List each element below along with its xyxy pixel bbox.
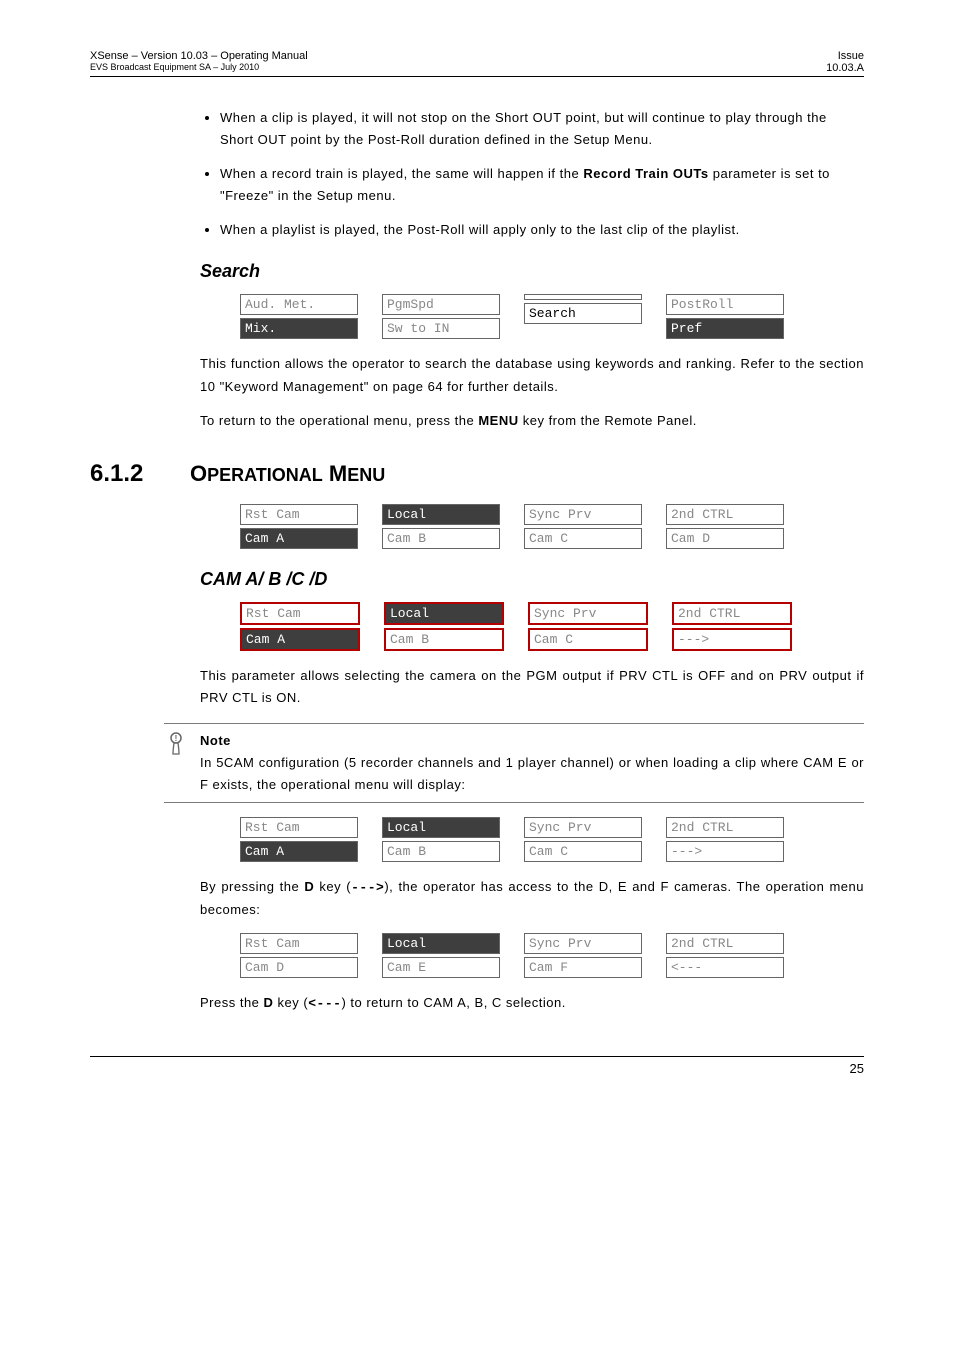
bullet-item: When a clip is played, it will not stop … [220, 107, 864, 151]
page-number: 25 [90, 1056, 864, 1076]
menu-cell: Cam B [382, 841, 500, 862]
menu-cell: Rst Cam [240, 602, 360, 625]
header-version: 10.03.A [826, 62, 864, 74]
menu-cell: Cam C [528, 628, 648, 651]
menu-cell: Rst Cam [240, 817, 358, 838]
menu-cell: Sw to IN [382, 318, 500, 339]
note-box: ! Note In 5CAM configuration (5 recorder… [164, 723, 864, 803]
header-title: XSense – Version 10.03 – Operating Manua… [90, 50, 308, 62]
section-title: OPERATIONAL MENU [190, 461, 385, 487]
menu-cell: ---> [666, 841, 784, 862]
menu-cell: Sync Prv [524, 504, 642, 525]
menu-cell: 2nd CTRL [666, 504, 784, 525]
section-heading: 6.1.2 OPERATIONAL MENU [90, 460, 864, 488]
menu-cell: 2nd CTRL [672, 602, 792, 625]
menu-cell: Sync Prv [528, 602, 648, 625]
cam-menu-grid: Rst Cam Cam A Local Cam B Sync Prv Cam C… [240, 602, 864, 651]
menu-cell: Cam A [240, 841, 358, 862]
menu-cell: Local [384, 602, 504, 625]
menu-grid-4: Rst Cam Cam D Local Cam E Sync Prv Cam F… [240, 933, 864, 978]
menu-cell: Cam D [666, 528, 784, 549]
menu-grid-3: Rst Cam Cam A Local Cam B Sync Prv Cam C… [240, 817, 864, 862]
menu-cell: Search [524, 303, 642, 324]
menu-cell: Rst Cam [240, 504, 358, 525]
menu-cell: Mix. [240, 318, 358, 339]
bullet-item: When a record train is played, the same … [220, 163, 864, 207]
header-issue: Issue [826, 50, 864, 62]
menu-cell: Cam A [240, 528, 358, 549]
menu-cell: Sync Prv [524, 933, 642, 954]
menu-cell: Cam B [382, 528, 500, 549]
note-body: In 5CAM configuration (5 recorder channe… [200, 752, 864, 796]
menu-cell: Cam C [524, 841, 642, 862]
cam-p: This parameter allows selecting the came… [200, 665, 864, 709]
menu-cell: Cam A [240, 628, 360, 651]
search-menu-grid: Aud. Met. Mix. PgmSpd Sw to IN Search Po… [240, 294, 864, 339]
menu-cell: Cam F [524, 957, 642, 978]
bullet-list: When a clip is played, it will not stop … [200, 107, 864, 241]
search-p2: To return to the operational menu, press… [200, 410, 864, 432]
search-heading: Search [200, 261, 864, 282]
menu-cell: Cam E [382, 957, 500, 978]
menu-cell: Sync Prv [524, 817, 642, 838]
menu-cell: Pref [666, 318, 784, 339]
search-p1: This function allows the operator to sea… [200, 353, 864, 397]
svg-text:!: ! [175, 734, 178, 743]
menu-cell: Cam C [524, 528, 642, 549]
menu-cell: <--- [666, 957, 784, 978]
header-sub: EVS Broadcast Equipment SA – July 2010 [90, 62, 308, 72]
menu-cell: Cam B [384, 628, 504, 651]
menu-cell: Aud. Met. [240, 294, 358, 315]
menu-cell [524, 294, 642, 300]
cam-heading: CAM A/ B /C /D [200, 569, 864, 590]
menu-cell: ---> [672, 628, 792, 651]
note-icon: ! [164, 730, 200, 796]
para-d-key: By pressing the D key (--->), the operat… [200, 876, 864, 921]
menu-cell: PgmSpd [382, 294, 500, 315]
menu-cell: 2nd CTRL [666, 933, 784, 954]
op-menu-grid: Rst Cam Cam A Local Cam B Sync Prv Cam C… [240, 504, 864, 549]
para-d-key-2: Press the D key (<---) to return to CAM … [200, 992, 864, 1015]
menu-cell: Local [382, 817, 500, 838]
menu-cell: Cam D [240, 957, 358, 978]
menu-cell: Local [382, 933, 500, 954]
menu-cell: 2nd CTRL [666, 817, 784, 838]
bullet-item: When a playlist is played, the Post-Roll… [220, 219, 864, 241]
note-title: Note [200, 730, 864, 752]
section-number: 6.1.2 [90, 460, 190, 488]
menu-cell: Rst Cam [240, 933, 358, 954]
page-header: XSense – Version 10.03 – Operating Manua… [90, 50, 864, 77]
menu-cell: Local [382, 504, 500, 525]
menu-cell: PostRoll [666, 294, 784, 315]
